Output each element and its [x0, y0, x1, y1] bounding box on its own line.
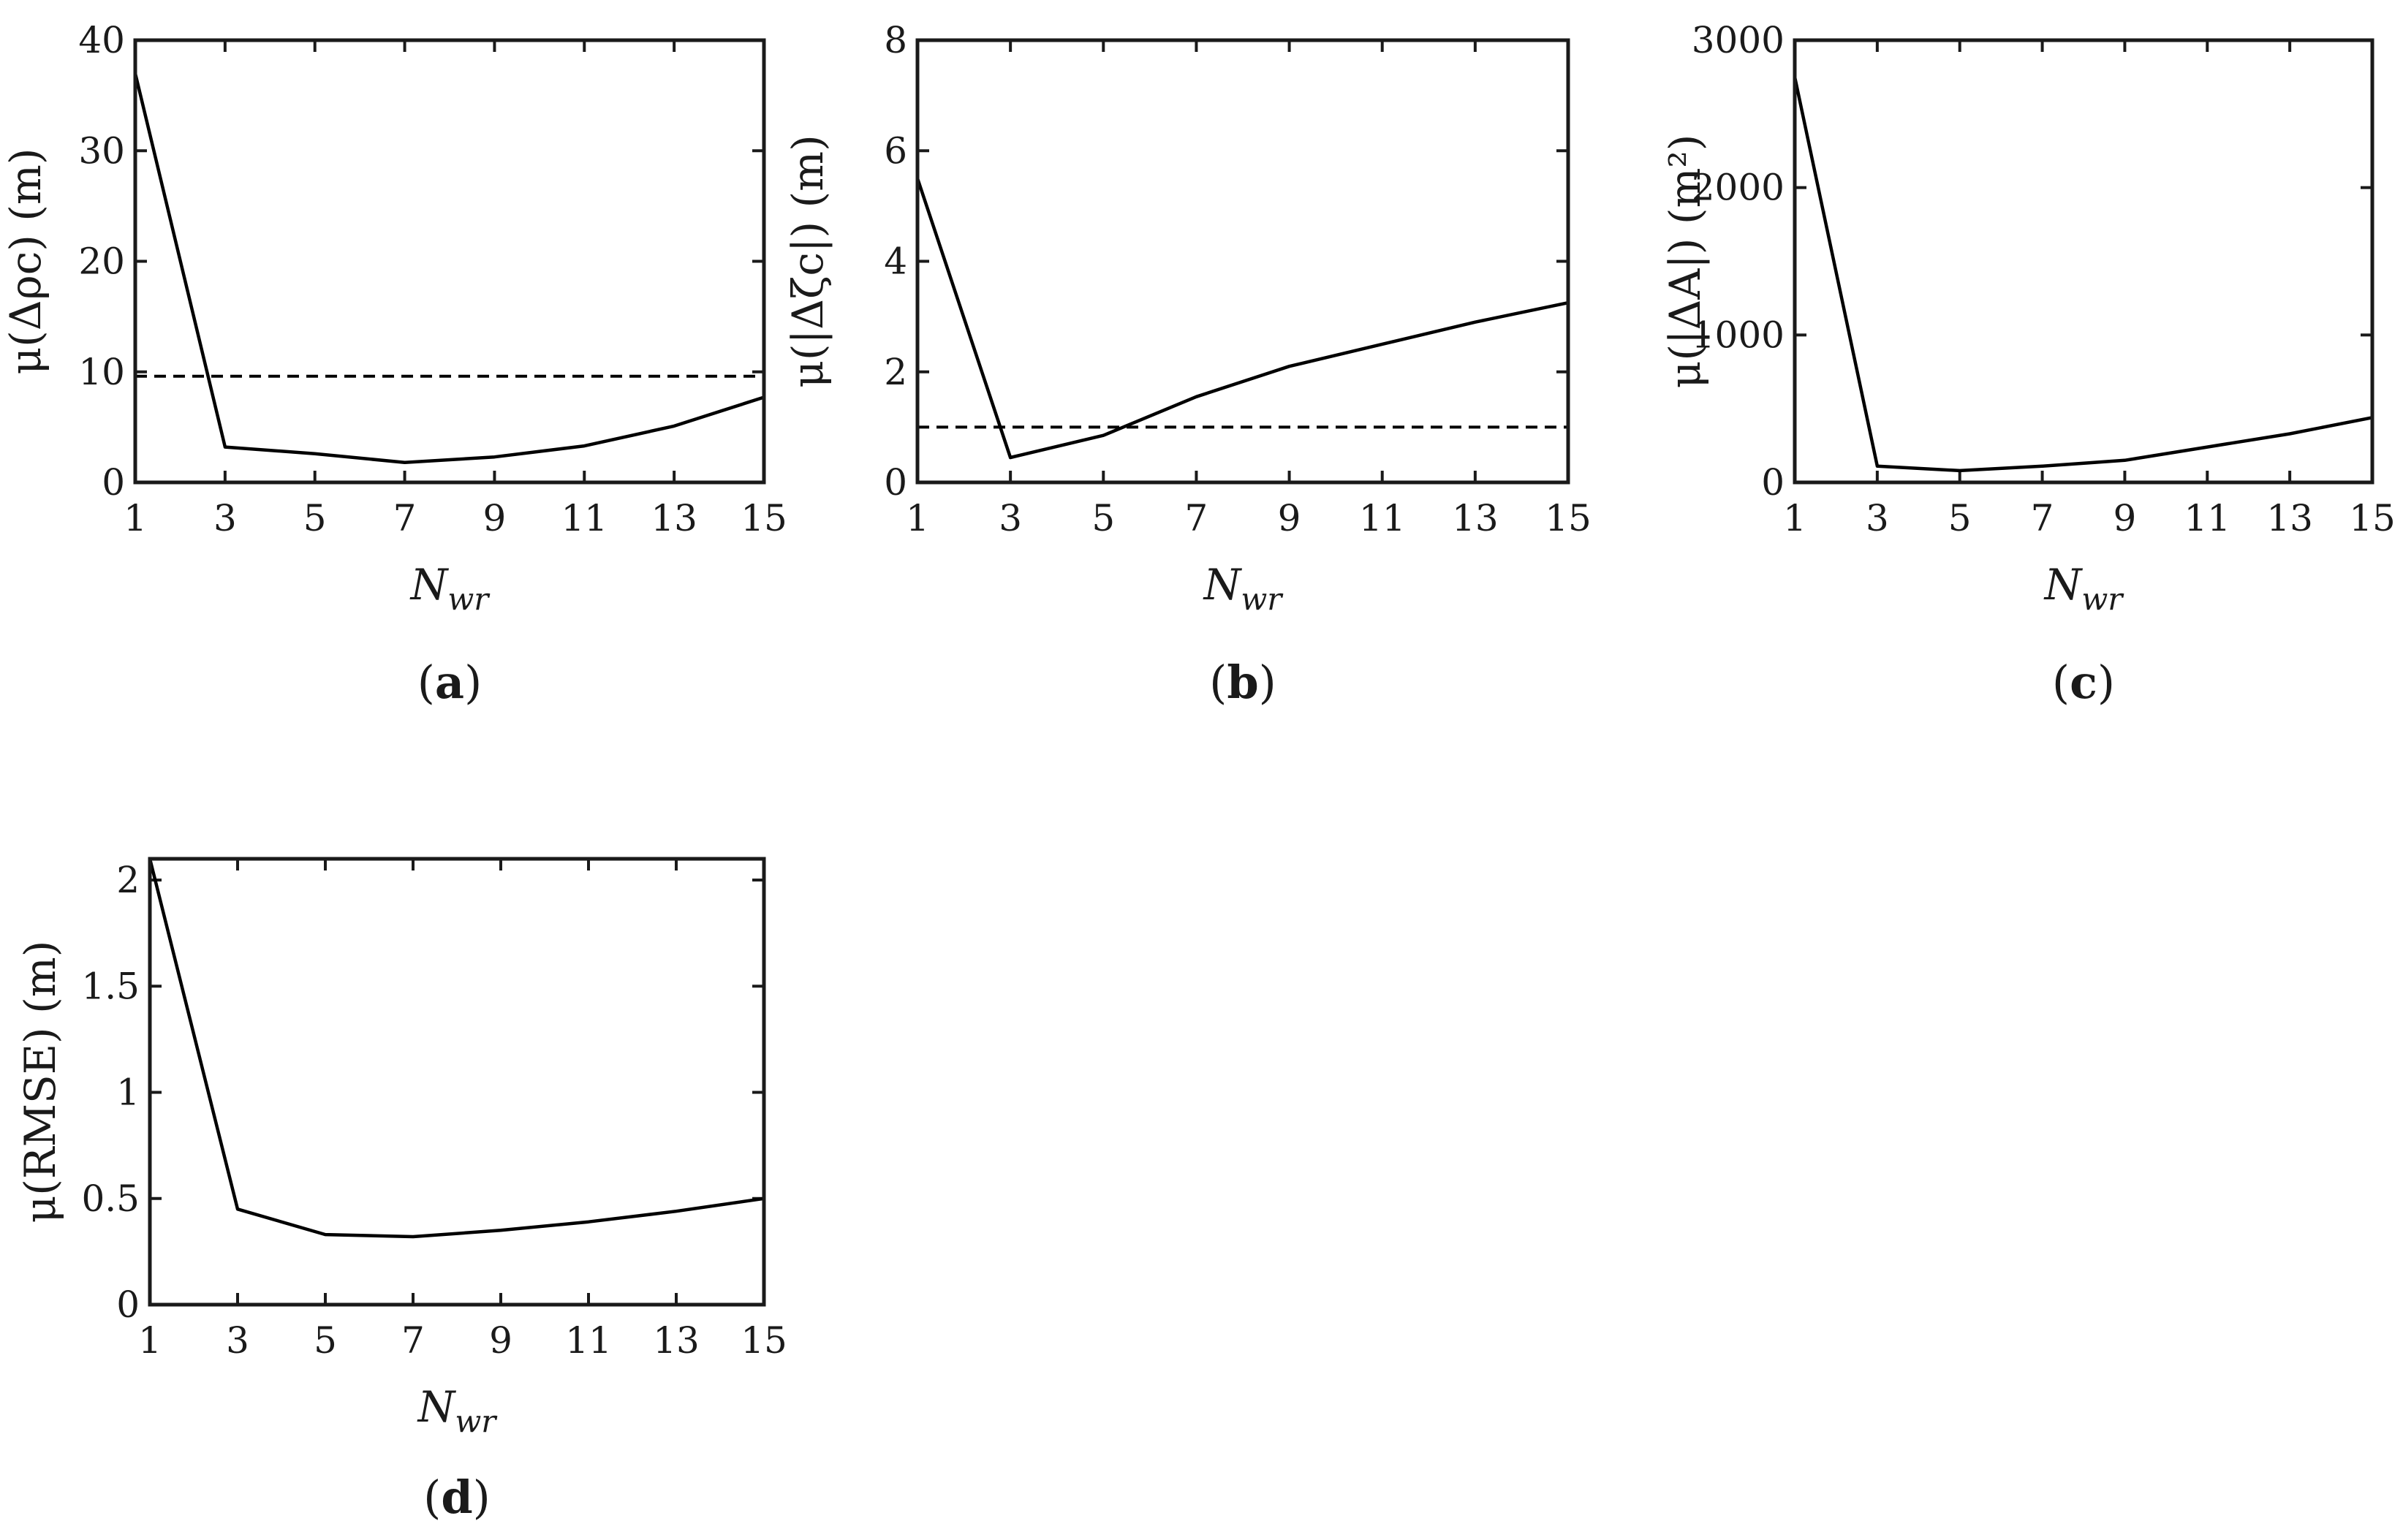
x-axis-label-sub: wr: [447, 581, 491, 617]
x-tick-label: 5: [314, 1319, 337, 1362]
x-axis-label-sub: wr: [2081, 581, 2124, 617]
y-tick-label: 3000: [1692, 19, 1785, 61]
panel-label-open: (: [417, 656, 435, 709]
panel-label-open: (: [2052, 656, 2070, 709]
x-axis-label: Nwr: [417, 1382, 499, 1439]
y-tick-label: 8: [884, 19, 907, 61]
x-tick-label: 7: [401, 1319, 425, 1362]
x-tick-label: 13: [651, 497, 697, 539]
x-tick-label: 5: [1091, 497, 1115, 539]
y-tick-label: 0.5: [81, 1177, 140, 1220]
x-axis-label: Nwr: [1203, 560, 1284, 617]
x-tick-label: 11: [565, 1319, 612, 1362]
y-tick-label: 0: [102, 461, 125, 504]
x-axis-label-main: N: [2043, 560, 2084, 610]
x-tick-label: 7: [1185, 497, 1208, 539]
series-line: [915, 178, 1569, 460]
x-tick-label: 1: [124, 497, 147, 539]
x-tick-label: 15: [741, 1319, 787, 1362]
x-tick-label: 3: [213, 497, 237, 539]
y-tick-label: 30: [78, 129, 125, 172]
x-axis-label-main: N: [1203, 560, 1243, 610]
x-tick-label: 9: [1278, 497, 1301, 539]
series-line: [133, 72, 765, 465]
y-tick-label: 0: [884, 461, 907, 504]
x-tick-label: 9: [483, 497, 507, 539]
y-tick-label: 40: [78, 19, 125, 61]
x-tick-label: 5: [1948, 497, 1972, 539]
y-tick-label: 1000: [1692, 314, 1785, 356]
panel-label: (d): [423, 1471, 491, 1524]
series-line: [148, 858, 765, 1239]
x-axis-label-main: N: [409, 560, 450, 610]
y-tick-label: 2000: [1692, 167, 1785, 209]
x-tick-label: 11: [2184, 497, 2230, 539]
y-tick-label: 2: [116, 859, 140, 901]
x-tick-label: 3: [1866, 497, 1889, 539]
y-axis-label: μ(RMSE) (m): [15, 941, 65, 1224]
x-tick-label: 5: [303, 497, 327, 539]
x-tick-label: 11: [561, 497, 608, 539]
panel-label-close: ): [464, 656, 482, 709]
x-tick-label: 13: [1452, 497, 1499, 539]
x-axis-label-sub: wr: [1241, 581, 1284, 617]
x-tick-label: 11: [1359, 497, 1406, 539]
y-tick-label: 20: [78, 240, 125, 283]
x-tick-label: 3: [999, 497, 1022, 539]
y-axis-label: μ(|ΔA|) (m²): [1660, 134, 1710, 389]
y-tick-label: 0: [1761, 461, 1785, 504]
panel-label: (c): [2052, 656, 2115, 709]
x-axis-label-sub: wr: [455, 1403, 498, 1439]
x-tick-label: 15: [741, 497, 787, 539]
y-axis-label: μ(Δρc) (m): [1, 148, 50, 374]
series-line: [1793, 76, 2373, 473]
axes-frame: [1793, 38, 2374, 485]
y-tick-label: 1.5: [81, 965, 140, 1007]
panel-label-letter: b: [1227, 656, 1258, 709]
axes-frame: [133, 38, 766, 485]
x-tick-label: 7: [2031, 497, 2054, 539]
panel-label-close: ): [1259, 656, 1276, 709]
y-axis-label: μ(|Δζc|) (m): [783, 134, 833, 388]
x-tick-label: 7: [393, 497, 417, 539]
panel-label: (a): [417, 656, 483, 709]
x-tick-label: 1: [138, 1319, 162, 1362]
x-tick-label: 15: [1545, 497, 1592, 539]
panel-label: (b): [1209, 656, 1276, 709]
x-tick-label: 9: [489, 1319, 512, 1362]
panel-label-letter: a: [435, 656, 464, 709]
panel-label-open: (: [423, 1471, 441, 1524]
x-axis-label: Nwr: [409, 560, 491, 617]
panel-label-close: ): [2097, 656, 2115, 709]
x-tick-label: 9: [2113, 497, 2137, 539]
axes-frame: [148, 857, 766, 1307]
y-tick-label: 0: [116, 1283, 140, 1326]
x-tick-label: 3: [226, 1319, 249, 1362]
panel-label-letter: c: [2070, 656, 2097, 709]
axes-frame: [915, 38, 1570, 485]
x-axis-label-main: N: [417, 1382, 457, 1432]
x-tick-label: 13: [653, 1319, 700, 1362]
x-tick-label: 1: [906, 497, 929, 539]
panel-label-open: (: [1209, 656, 1227, 709]
y-tick-label: 2: [884, 351, 907, 393]
y-tick-label: 1: [116, 1071, 140, 1114]
y-tick-label: 4: [884, 240, 907, 283]
panel-label-letter: d: [441, 1471, 472, 1524]
y-tick-label: 10: [78, 351, 125, 393]
x-axis-label: Nwr: [2043, 560, 2125, 617]
x-tick-label: 15: [2349, 497, 2396, 539]
x-tick-label: 13: [2266, 497, 2313, 539]
x-tick-label: 1: [1783, 497, 1806, 539]
panel-label-close: ): [473, 1471, 491, 1524]
y-tick-label: 6: [884, 129, 907, 172]
